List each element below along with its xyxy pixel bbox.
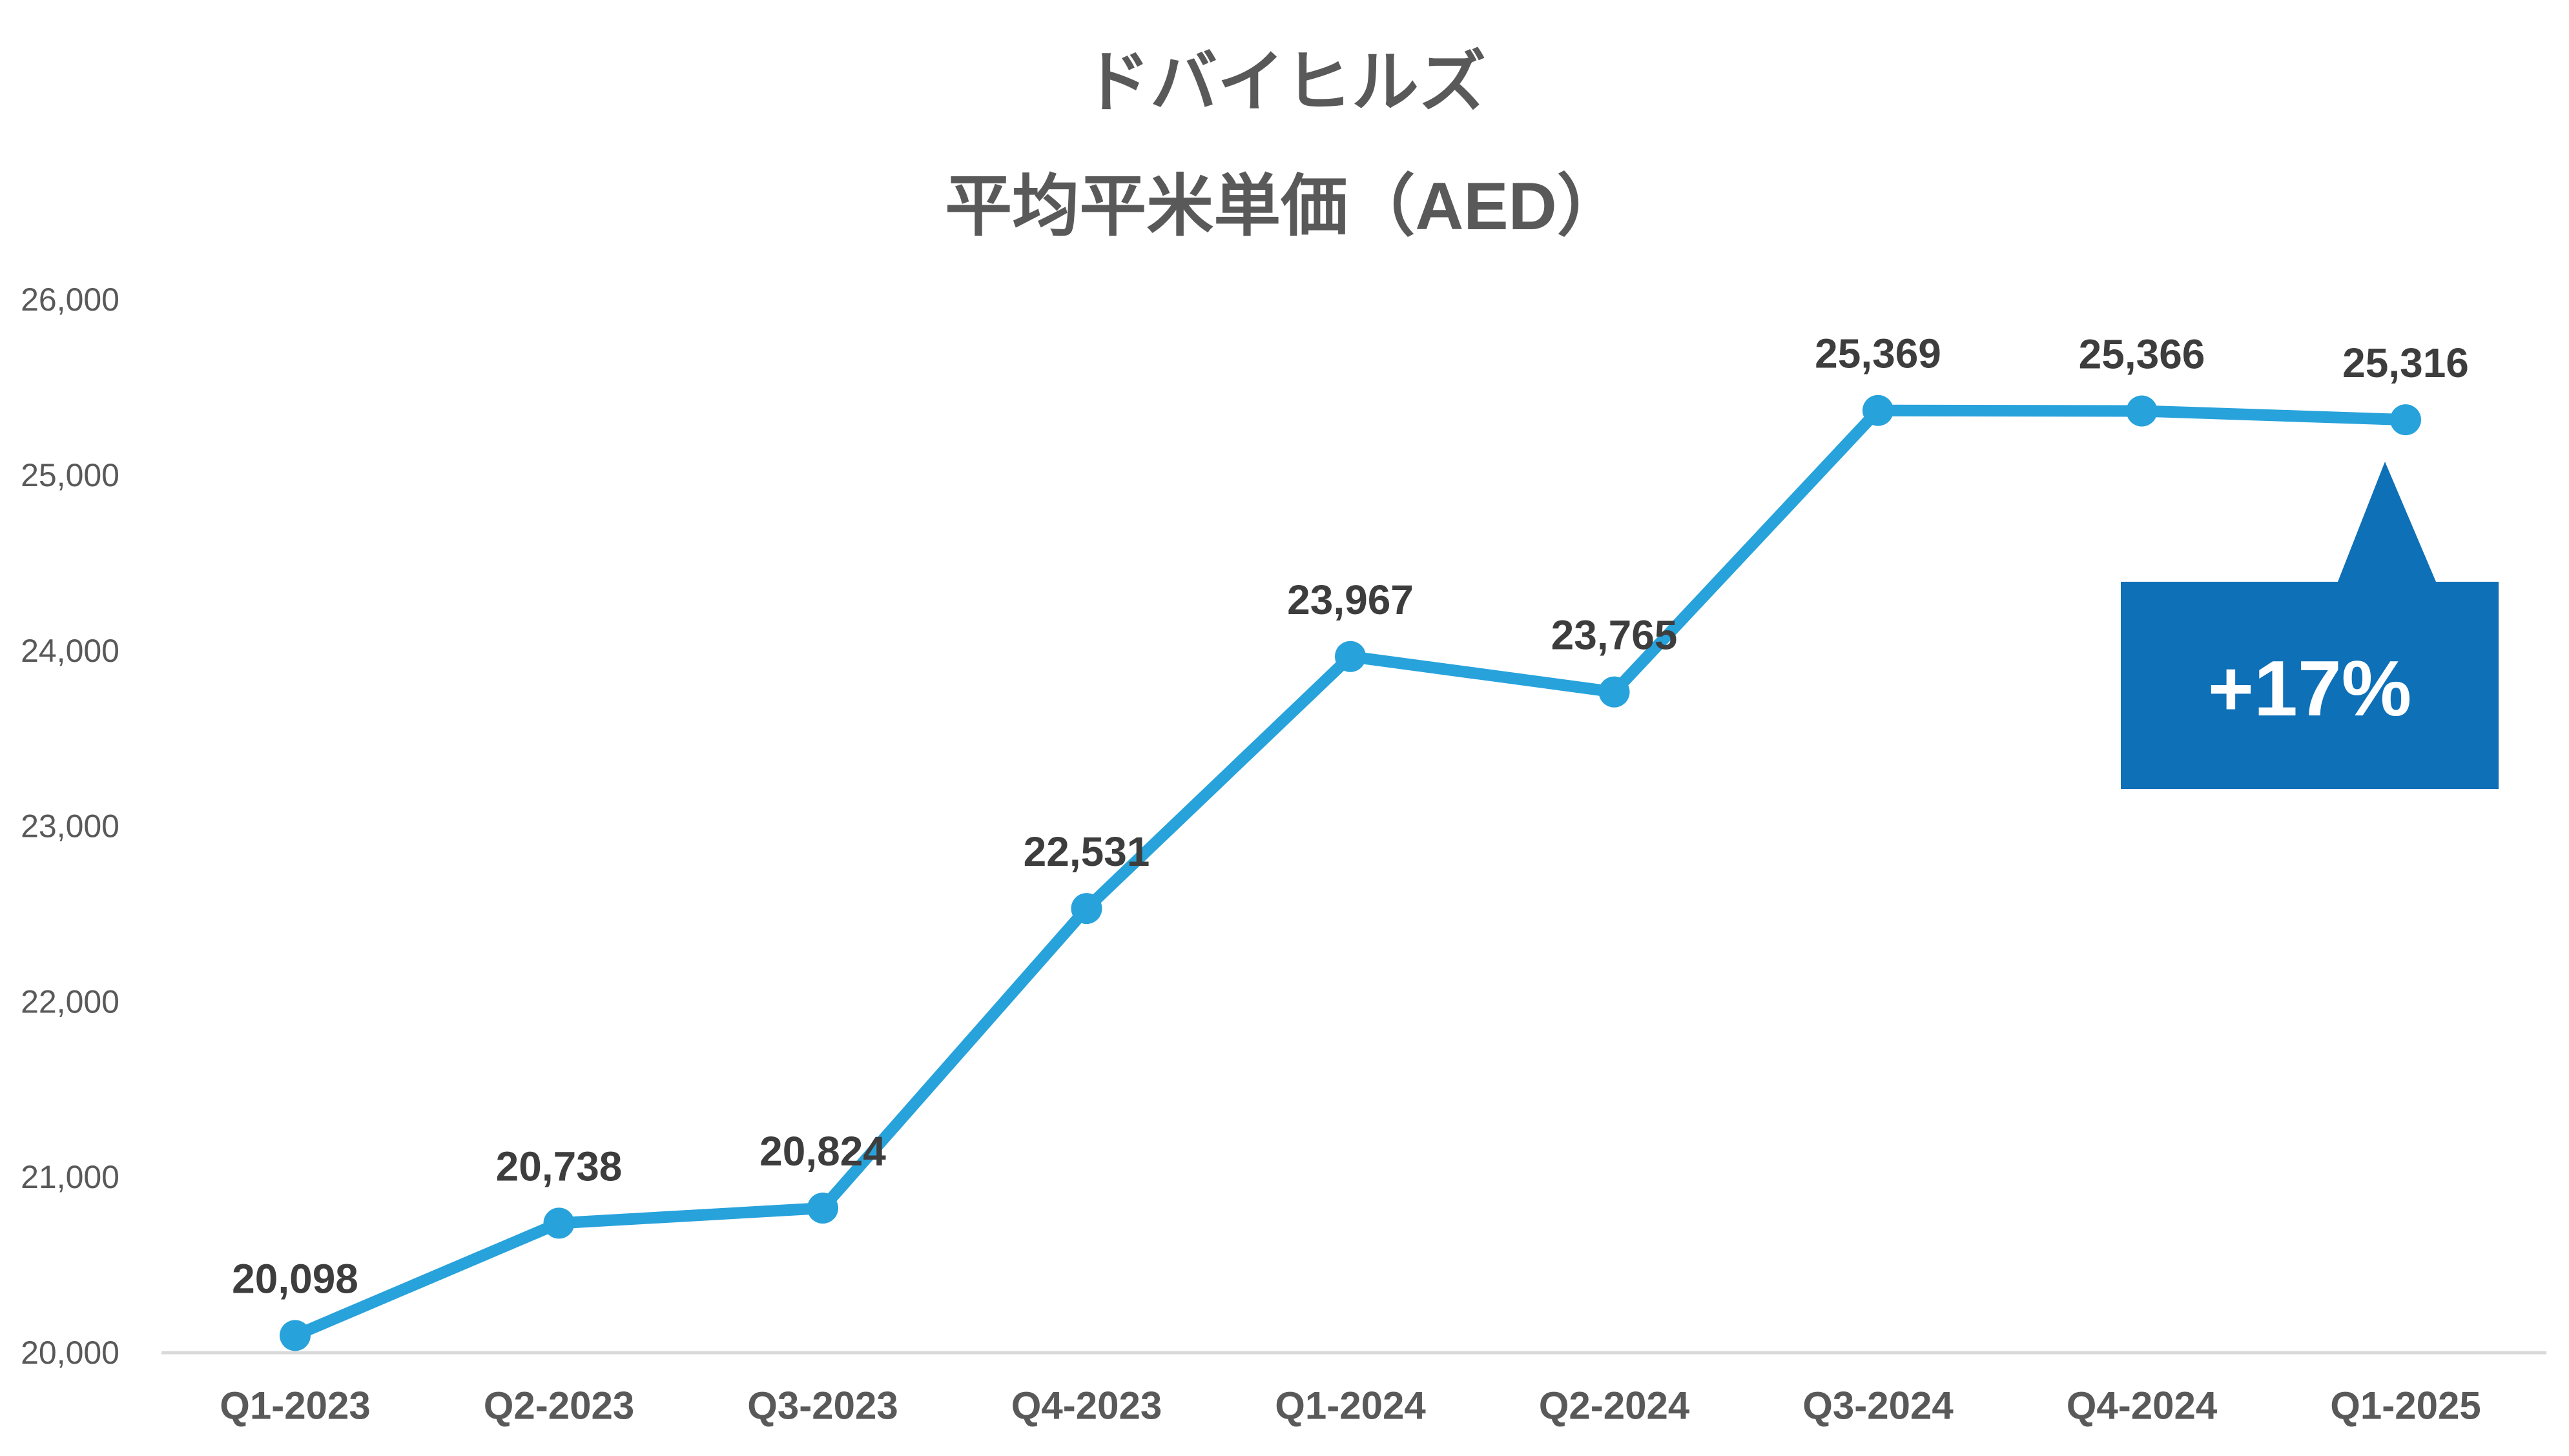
data-label-Q3-2024: 25,369 [1815,331,1941,377]
data-label-Q1-2024: 23,967 [1287,577,1414,623]
y-axis-label-20000: 20,000 [21,1335,119,1371]
x-axis-label-Q2-2024: Q2-2024 [1539,1384,1690,1428]
plot-area: 20,000 21,000 22,000 23,000 24,000 25,000 26,0… [21,282,2546,1428]
data-label-Q4-2024: 25,366 [2079,331,2205,378]
series-line [289,404,2411,1342]
data-point-Q3-2023 [807,1193,838,1224]
data-point-Q1-2024 [1335,641,1366,672]
y-axis-label-22000: 22,000 [21,983,119,1020]
data-point-Q2-2023 [543,1207,575,1239]
data-label-Q3-2023: 20,824 [759,1128,886,1174]
x-axis-label-Q1-2024: Q1-2024 [1275,1384,1426,1428]
y-axis-label-26000: 26,000 [21,282,119,318]
data-label-Q1-2023: 20,098 [232,1255,358,1302]
x-axis-label-Q1-2023: Q1-2023 [220,1384,371,1428]
x-axis-label-Q3-2023: Q3-2023 [747,1384,898,1428]
chart-title-line2: 平均平米単価（AED） [945,169,1624,244]
x-axis-label-Q3-2024: Q3-2024 [1802,1384,1954,1428]
y-axis-label-21000: 21,000 [21,1159,119,1195]
x-axis-label-Q1-2025: Q1-2025 [2330,1384,2481,1428]
data-label-Q4-2023: 22,531 [1024,828,1150,875]
data-point-Q1-2023 [280,1320,311,1351]
data-label-Q1-2025: 25,316 [2342,340,2469,386]
data-point-Q4-2023 [1071,893,1102,925]
callout-growth-text: +17% [2208,644,2411,732]
chart-title-line1: ドバイヒルズ [1083,45,1486,120]
callout-bubble [2121,462,2499,789]
x-axis-label-Q4-2023: Q4-2023 [1011,1384,1162,1428]
data-point-Q4-2024 [2126,395,2158,427]
data-label-Q2-2024: 23,765 [1551,612,1678,659]
y-axis-label-25000: 25,000 [21,457,119,493]
y-axis-label-23000: 23,000 [21,808,119,845]
data-label-Q2-2023: 20,738 [496,1143,623,1189]
data-point-Q1-2025 [2390,404,2421,436]
data-point-Q3-2024 [1862,395,1893,426]
x-axis-label-Q2-2023: Q2-2023 [484,1384,635,1428]
y-axis-label-24000: 24,000 [21,633,119,669]
x-axis-label-Q4-2024: Q4-2024 [2067,1384,2218,1428]
data-point-Q2-2024 [1598,676,1630,708]
